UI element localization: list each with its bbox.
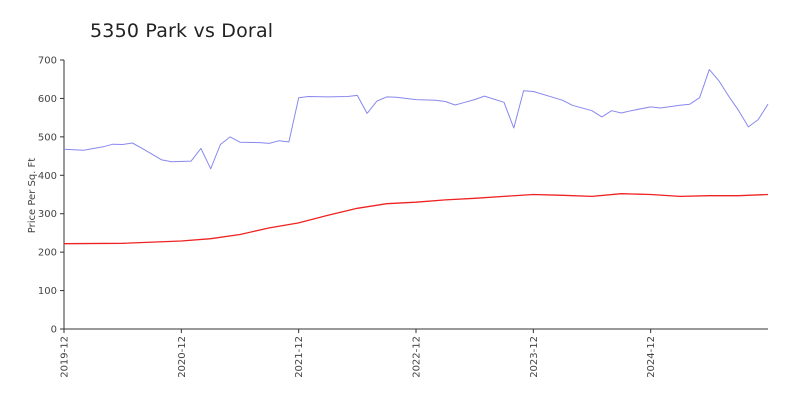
x-tick-label: 2022-12 [412, 336, 423, 378]
series-line-1 [63, 69, 769, 170]
x-tick-label: 2021-12 [294, 336, 305, 378]
y-tick-label: 100 [38, 286, 57, 297]
y-axis-label: Price Per Sq. Ft [27, 158, 38, 233]
y-tick-label: 300 [38, 209, 57, 220]
y-tick-label: 400 [38, 171, 57, 182]
y-tick-label: 200 [38, 248, 57, 259]
y-tick-label: 700 [38, 56, 57, 67]
y-tick-label: 500 [38, 132, 57, 143]
y-tick-label: 600 [38, 94, 57, 105]
series-line-2 [63, 193, 769, 245]
x-tick-label: 2020-12 [177, 336, 188, 378]
x-tick-label: 2024-12 [646, 336, 657, 378]
chart-title: 5350 Park vs Doral [90, 20, 274, 42]
x-tick-label: 2023-12 [529, 336, 540, 378]
y-tick-label: 0 [51, 325, 57, 336]
x-tick-label: 2019-12 [60, 336, 71, 378]
